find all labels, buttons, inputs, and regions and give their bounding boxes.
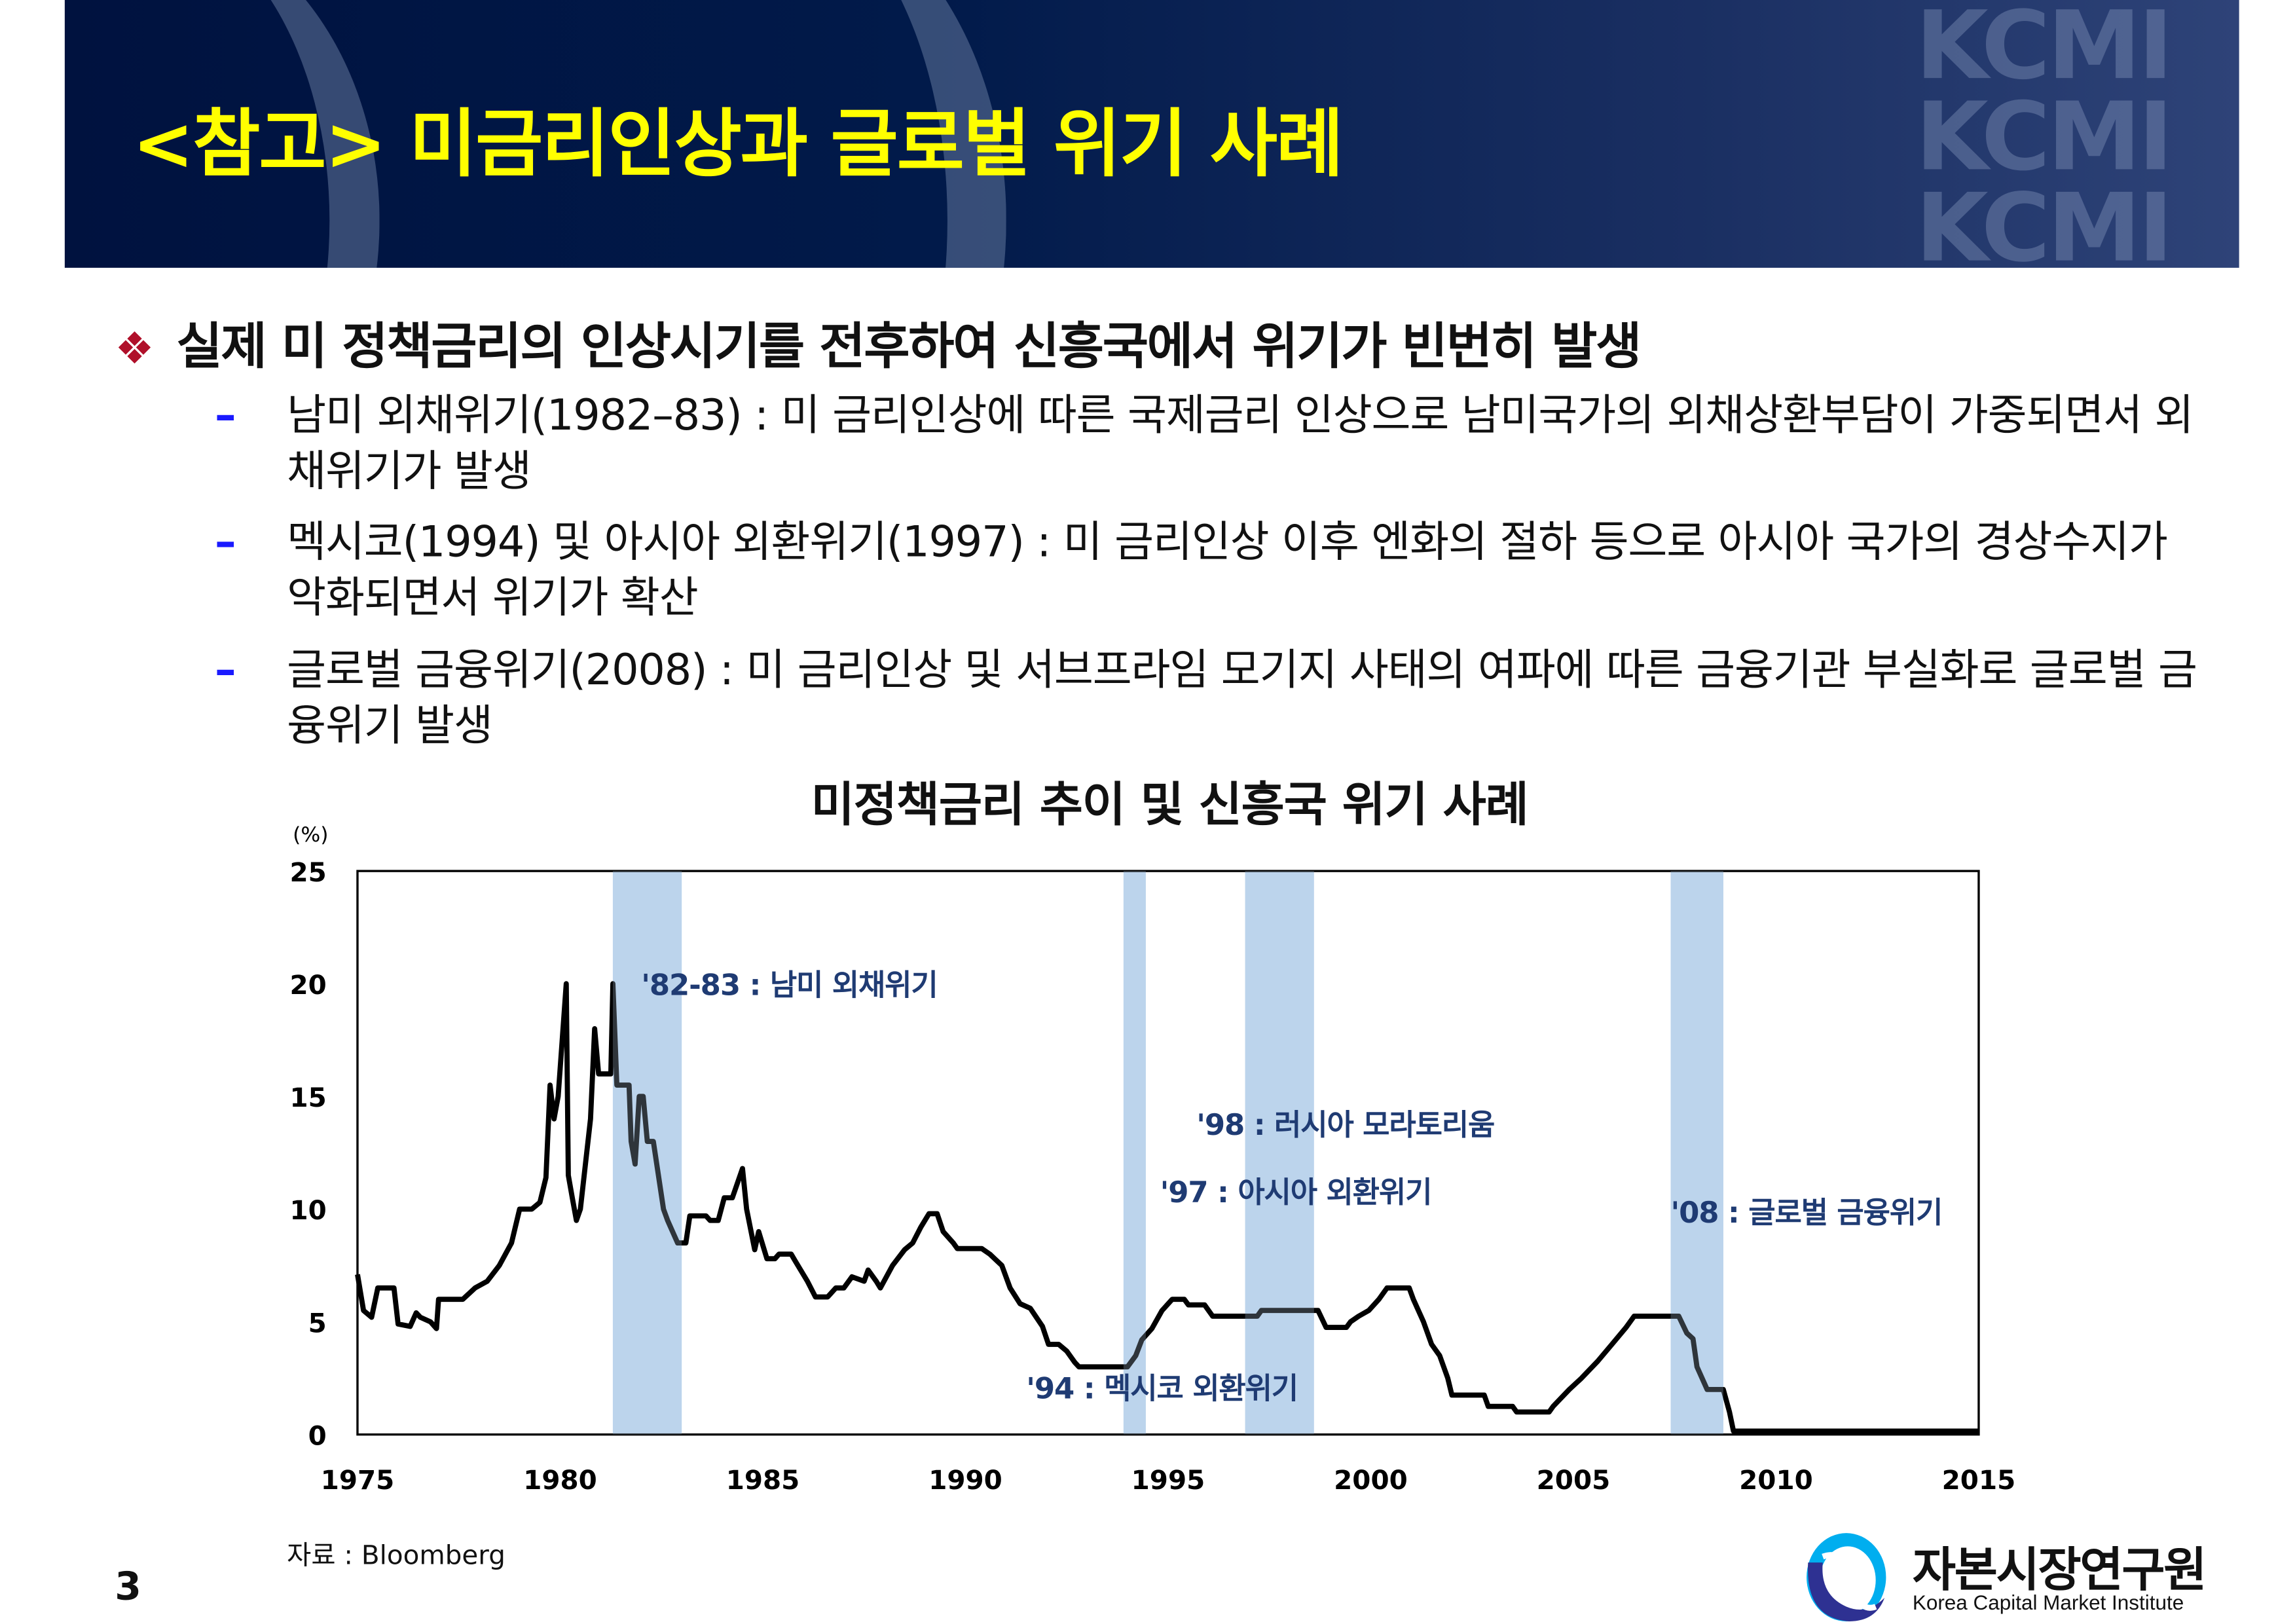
y-tick-label: 5 — [308, 1307, 327, 1338]
logo-english-text: Korea Capital Market Institute — [1912, 1590, 2184, 1614]
crisis-band — [612, 871, 682, 1435]
sub-item-text: 멕시코(1994) 및 아시아 외환위기(1997) : 미 금리인상 이후 엔… — [287, 516, 2168, 623]
fed-rate-line — [355, 981, 1979, 1434]
y-tick-label: 0 — [308, 1420, 327, 1451]
x-tick-label: 1995 — [1131, 1464, 1205, 1496]
page-number: 3 — [115, 1565, 141, 1610]
crisis-annotation: '98 : 러시아 모라토리움 — [1196, 1107, 1494, 1142]
x-tick-label: 2015 — [1942, 1464, 2016, 1496]
crisis-annotation: '08 : 글로벌 금융위기 — [1671, 1195, 1943, 1230]
y-tick-label: 25 — [290, 857, 327, 888]
crisis-band — [1245, 871, 1314, 1435]
x-tick-label: 2005 — [1537, 1464, 1611, 1496]
main-bullet-text: 실제 미 정책금리의 인상시기를 전후하여 신흥국에서 위기가 빈번히 발생 — [176, 318, 1642, 377]
plot-frame — [356, 870, 1980, 1436]
sub-item-text: 글로벌 금융위기(2008) : 미 금리인상 및 서브프라임 모기지 사태의 … — [287, 644, 2197, 750]
x-tick-label: 2010 — [1739, 1464, 1813, 1496]
crisis-annotation: '97 : 아시아 외환위기 — [1160, 1175, 1432, 1209]
header-banner: KCMI KCMI KCMI <참고> 미금리인상과 글로벌 위기 사례 — [64, 0, 2239, 268]
x-tick-label: 1975 — [321, 1464, 395, 1496]
watermark-text: KCMI — [1915, 175, 2173, 268]
kcmi-logo: 자본시장연구원 Korea Capital Market Institute — [1802, 1530, 2229, 1624]
sub-item-text: 남미 외채위기(1982–83) : 미 금리인상에 따른 국제금리 인상으로 … — [287, 390, 2194, 496]
crisis-band-overlay — [1670, 871, 1723, 1435]
crisis-band — [1670, 871, 1723, 1435]
sub-item: – 멕시코(1994) 및 아시아 외환위기(1997) : 미 금리인상 이후… — [215, 513, 2216, 625]
source-note: 자료 : Bloomberg — [287, 1540, 505, 1572]
y-tick-label: 10 — [290, 1194, 327, 1226]
y-tick-label: 15 — [290, 1082, 327, 1113]
sub-item: – 글로벌 금융위기(2008) : 미 금리인상 및 서브프라임 모기지 사태… — [215, 642, 2216, 754]
crisis-annotation: '94 : 멕시코 외환위기 — [1026, 1371, 1298, 1406]
logo-korean-text: 자본시장연구원 — [1912, 1541, 2207, 1598]
dash-bullet-icon: – — [215, 516, 236, 567]
watermark-text: KCMI — [1915, 0, 2173, 102]
dash-bullet-icon: – — [215, 390, 236, 440]
crisis-band-overlay — [1123, 871, 1146, 1435]
x-tick-label: 2000 — [1334, 1464, 1408, 1496]
y-axis-unit: (%) — [293, 823, 328, 847]
sub-item: – 남미 외채위기(1982–83) : 미 금리인상에 따른 국제금리 인상으… — [215, 387, 2216, 499]
chart-title: 미정책금리 추이 및 신흥국 위기 사례 — [811, 777, 1529, 833]
crisis-annotation: '82-83 : 남미 외채위기 — [641, 967, 937, 1002]
y-tick-label: 20 — [290, 969, 327, 1001]
logo-mark-icon — [1807, 1533, 1886, 1621]
main-bullet: ❖ 실제 미 정책금리의 인상시기를 전후하여 신흥국에서 위기가 빈번히 발생 — [115, 306, 1642, 378]
crisis-band-overlay — [1245, 871, 1314, 1435]
watermark-text: KCMI — [1915, 84, 2173, 193]
diamond-bullet-icon: ❖ — [115, 323, 154, 375]
dash-bullet-icon: – — [215, 644, 236, 695]
page-title: <참고> 미금리인상과 글로벌 위기 사례 — [132, 101, 1344, 187]
x-tick-label: 1985 — [726, 1464, 800, 1496]
crisis-band-overlay — [612, 871, 682, 1435]
x-tick-label: 1990 — [928, 1464, 1002, 1496]
x-tick-label: 1980 — [523, 1464, 597, 1496]
